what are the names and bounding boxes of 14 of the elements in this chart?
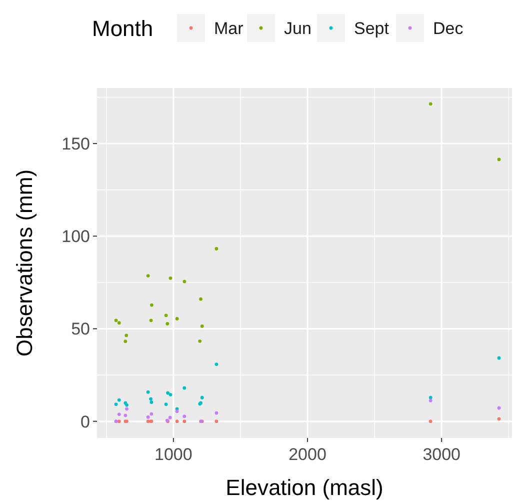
legend-label: Mar bbox=[214, 19, 244, 38]
x-tick-label: 1000 bbox=[154, 445, 192, 464]
legend-label: Dec bbox=[433, 19, 464, 38]
y-axis-title: Observations (mm) bbox=[12, 169, 37, 357]
legend-label: Jun bbox=[284, 19, 312, 38]
legend-title: Month bbox=[92, 16, 154, 41]
y-tick-label: 0 bbox=[80, 412, 90, 432]
x-tick-label: 2000 bbox=[288, 445, 326, 464]
x-axis-title: Elevation (masl) bbox=[226, 475, 384, 500]
legend-label: Sept bbox=[354, 19, 390, 38]
y-tick-label: 150 bbox=[62, 134, 90, 154]
x-tick-label: 3000 bbox=[422, 445, 461, 464]
y-tick-label: 100 bbox=[62, 227, 90, 246]
y-tick-label: 50 bbox=[71, 320, 90, 339]
